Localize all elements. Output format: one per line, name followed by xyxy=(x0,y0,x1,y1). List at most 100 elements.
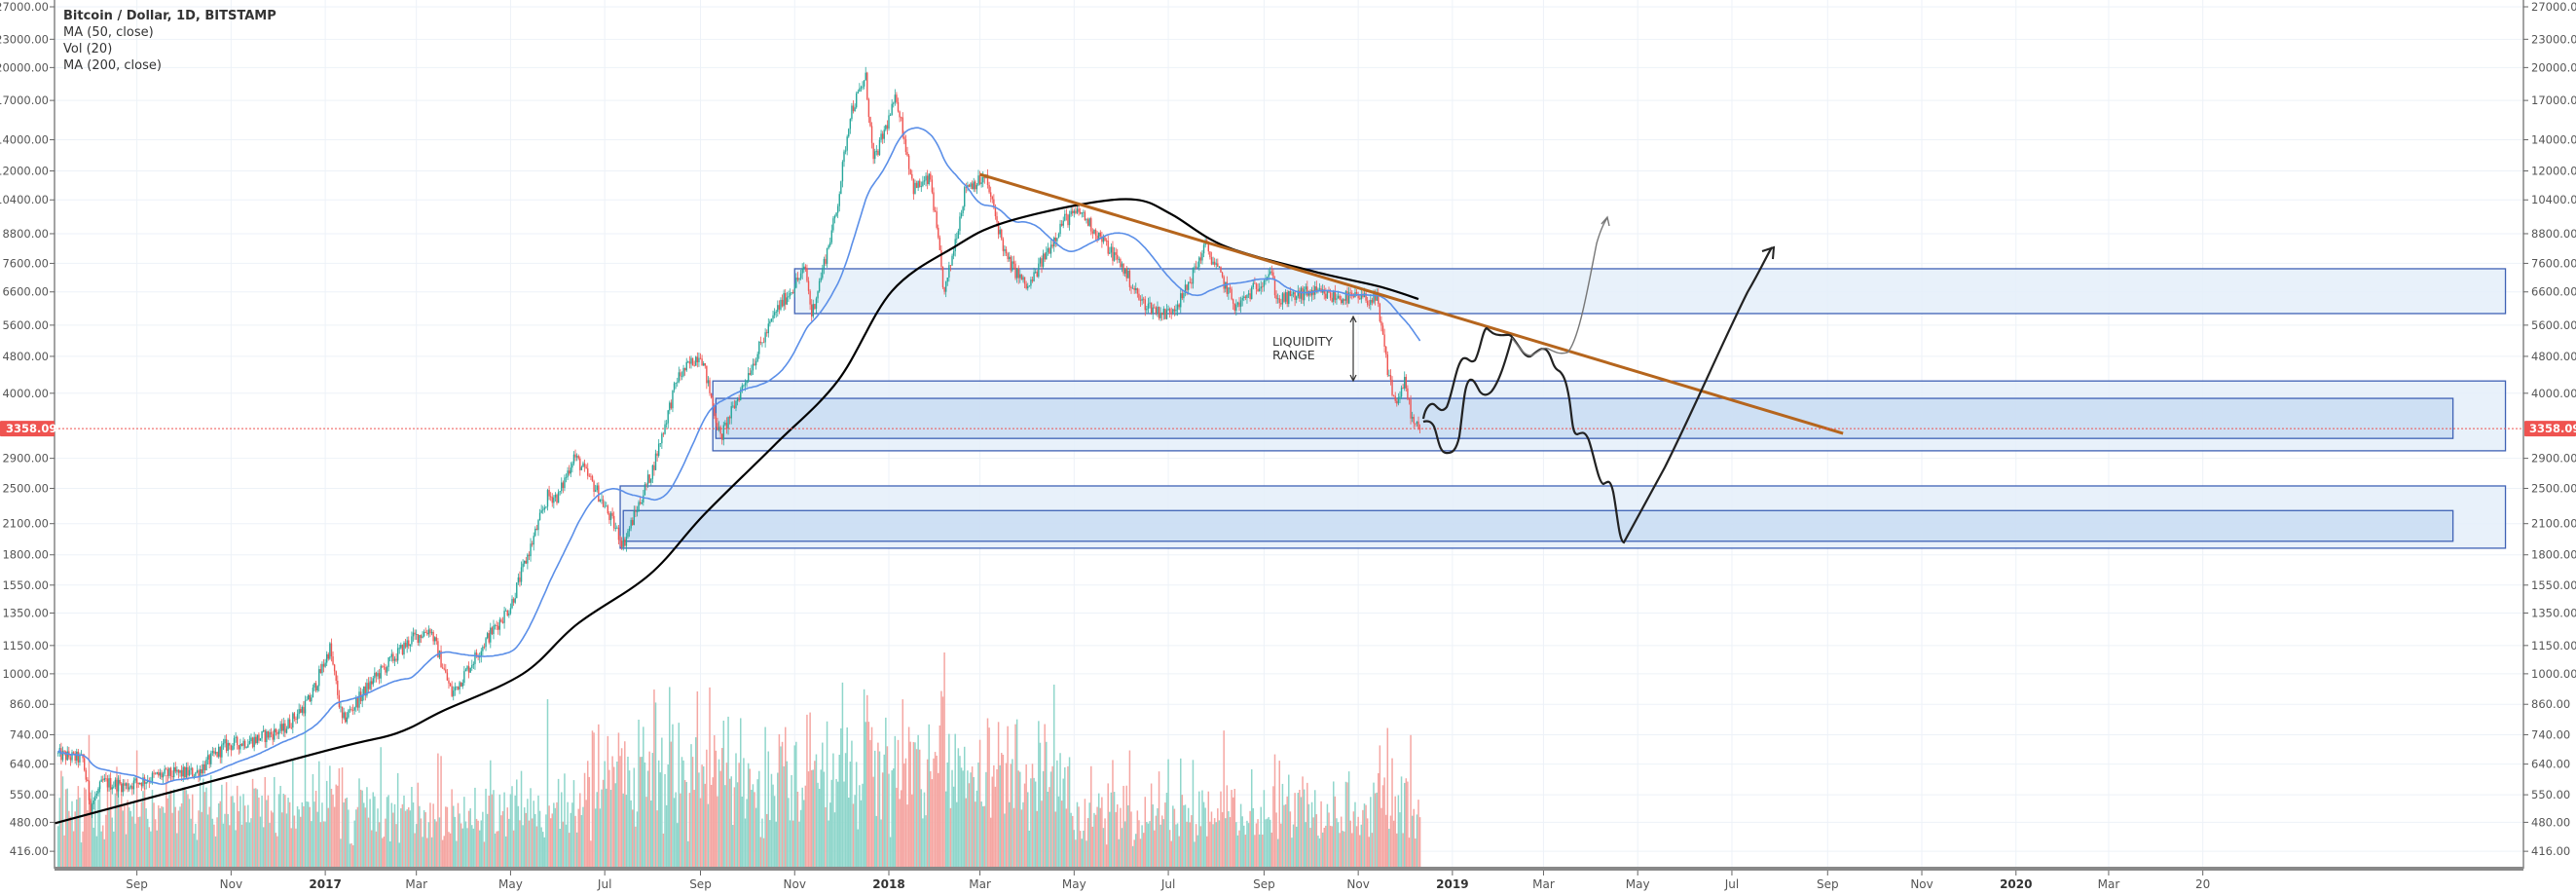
volume-bar xyxy=(846,726,848,867)
candle-body xyxy=(287,719,289,729)
volume-bar xyxy=(801,787,803,867)
volume-bar xyxy=(636,811,639,867)
candle-body xyxy=(256,734,259,744)
candle-body xyxy=(736,398,739,402)
candle-body xyxy=(187,766,189,776)
legend-ma50[interactable]: MA (50, close) xyxy=(63,25,154,40)
price-zone-outer[interactable] xyxy=(793,268,2507,315)
projection-path-gray[interactable] xyxy=(1511,217,1608,356)
volume-bar xyxy=(681,757,683,867)
volume-bar xyxy=(1049,787,1050,867)
candle-body xyxy=(92,800,94,804)
candle-body xyxy=(632,520,634,525)
volume-bar xyxy=(915,749,918,867)
volume-bar xyxy=(970,772,972,867)
candle-body xyxy=(324,662,326,667)
candle-body xyxy=(282,723,284,731)
candle-body xyxy=(404,643,407,648)
candle-body xyxy=(1315,286,1318,291)
candle-body xyxy=(259,738,262,741)
candle-body xyxy=(329,643,331,659)
time-axis[interactable] xyxy=(55,871,2523,894)
candle-body xyxy=(1030,279,1032,286)
candle-body xyxy=(1228,287,1230,294)
candle-body xyxy=(780,299,782,310)
candle-body xyxy=(593,481,595,492)
volume-bar xyxy=(477,820,479,867)
candle-body xyxy=(98,781,101,790)
candle-body xyxy=(1049,244,1052,254)
candle-body xyxy=(400,645,402,649)
volume-bar xyxy=(869,739,871,867)
volume-bar xyxy=(1059,753,1061,867)
candle-body xyxy=(772,315,774,319)
candle-body xyxy=(826,247,828,264)
trendline[interactable] xyxy=(979,172,1844,435)
legend-symbol[interactable]: Bitcoin / Dollar, 1D, BITSTAMP xyxy=(63,9,276,23)
candle-body xyxy=(695,356,697,366)
candle-body xyxy=(561,482,563,492)
legend-ma200[interactable]: MA (200, close) xyxy=(63,58,162,73)
candle-body xyxy=(1223,277,1225,289)
candle-body xyxy=(235,736,237,738)
volume-bar xyxy=(1110,792,1113,867)
candle-body xyxy=(1073,210,1076,213)
volume-bar xyxy=(1150,783,1153,867)
candle-body xyxy=(919,180,921,187)
legend-volume[interactable]: Vol (20) xyxy=(63,42,112,56)
volume-bar xyxy=(791,820,794,867)
candle-body xyxy=(997,221,1000,235)
candle-body xyxy=(1047,247,1049,252)
volume-bar xyxy=(1394,796,1396,867)
volume-bar xyxy=(1270,832,1273,867)
candle-body xyxy=(936,211,938,228)
candle-body xyxy=(1218,266,1221,268)
candle-body xyxy=(490,627,492,643)
volume-bar xyxy=(531,818,534,867)
time-tick-label: 20 xyxy=(2195,877,2210,891)
volume-bar xyxy=(1127,804,1129,867)
candle-body xyxy=(540,510,542,513)
volume-bar xyxy=(917,734,919,867)
volume-bar xyxy=(1105,844,1108,867)
volume-bar xyxy=(1260,806,1262,867)
candle-body xyxy=(219,746,221,758)
volume-bar xyxy=(348,809,350,867)
volume-bar xyxy=(714,735,716,867)
volume-bar xyxy=(736,782,739,867)
volume-bar xyxy=(179,806,181,867)
price-tick-label-left: 10400.00 xyxy=(0,193,49,206)
candle-body xyxy=(1104,237,1106,242)
volume-bar xyxy=(559,829,561,867)
volume-bar xyxy=(1306,782,1308,867)
projection-path-alt[interactable] xyxy=(1422,337,1514,455)
volume-bar xyxy=(1025,764,1027,867)
volume-bar xyxy=(1091,826,1094,867)
price-zones[interactable] xyxy=(619,268,2507,549)
projection-path-main[interactable] xyxy=(1421,246,1773,544)
volume-bar xyxy=(1318,838,1321,867)
price-zone-inner[interactable] xyxy=(622,509,2454,542)
volume-bar xyxy=(1094,814,1097,867)
volume-bar xyxy=(367,817,370,867)
volume-bar xyxy=(1165,793,1168,867)
candle-body xyxy=(902,117,903,137)
candle-body xyxy=(188,769,191,776)
volume-bar xyxy=(295,828,297,867)
volume-bar xyxy=(906,804,908,867)
candle-body xyxy=(877,150,879,156)
volume-bar xyxy=(838,754,840,867)
volume-bar xyxy=(1181,795,1184,867)
volume-bar xyxy=(975,801,976,867)
candle-body xyxy=(361,694,363,702)
volume-bar xyxy=(129,810,132,867)
volume-bar xyxy=(1093,812,1095,867)
candle-body xyxy=(1105,241,1108,242)
candle-body xyxy=(869,117,871,127)
candle-body xyxy=(1229,287,1232,289)
candle-body xyxy=(411,636,413,645)
candle-body xyxy=(460,682,462,687)
candle-body xyxy=(1386,354,1388,376)
volume-bar xyxy=(161,805,163,867)
